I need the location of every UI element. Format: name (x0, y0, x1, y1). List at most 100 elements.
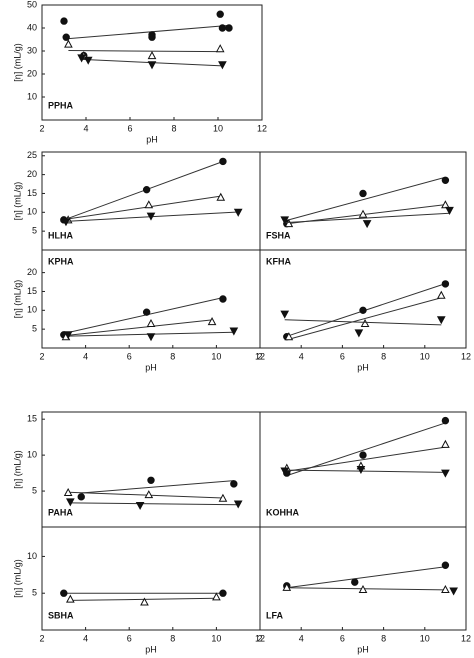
y-tick-label: 20 (27, 267, 37, 277)
marker-circle (60, 589, 68, 597)
fit-line (68, 50, 221, 53)
panel-label: HLHA (48, 230, 73, 240)
y-tick-label: 5 (32, 226, 37, 236)
marker-triangle-down (354, 329, 364, 338)
marker-triangle-down (441, 469, 450, 478)
x-tick-label: 12 (461, 351, 471, 361)
marker-circle (62, 33, 70, 41)
x-tick-label: 4 (83, 351, 88, 361)
marker-triangle (63, 487, 73, 496)
x-axis-label: pH (145, 362, 157, 372)
x-tick-label: 10 (420, 351, 430, 361)
marker-triangle-down (63, 331, 73, 340)
y-axis-label: [η] (mL/g) (12, 559, 22, 598)
marker-triangle (144, 490, 154, 499)
plot-frame (41, 4, 263, 121)
marker-triangle-down (229, 327, 239, 336)
panel-label: FSHA (266, 230, 291, 240)
marker-triangle (146, 318, 156, 327)
marker-triangle (66, 594, 75, 603)
x-tick-label: 2 (39, 123, 44, 133)
x-tick-label: 8 (170, 351, 175, 361)
fit-line (68, 491, 223, 499)
plot-frame (259, 249, 467, 349)
marker-triangle (216, 192, 226, 201)
y-tick-label: 5 (32, 324, 37, 334)
fit-line (70, 502, 239, 506)
fit-line (288, 204, 446, 224)
plot-frame (259, 526, 467, 631)
marker-triangle-down (280, 467, 290, 476)
fit-line (284, 212, 450, 224)
marker-triangle (436, 290, 446, 299)
fit-line (65, 319, 213, 336)
marker-circle (441, 176, 450, 184)
fit-line (288, 297, 442, 340)
fit-line (286, 176, 446, 221)
x-tick-label: 2 (39, 633, 44, 643)
plot-frame (41, 151, 261, 251)
marker-circle (219, 157, 227, 166)
y-tick-label: 10 (27, 91, 37, 101)
y-tick-label: 25 (27, 150, 37, 160)
x-tick-label: 6 (340, 633, 345, 643)
x-tick-label: 10 (420, 633, 430, 643)
y-tick-label: 40 (27, 22, 37, 32)
marker-circle (142, 185, 151, 194)
marker-triangle (441, 439, 450, 448)
marker-circle (148, 33, 156, 41)
x-axis-label: pH (146, 134, 158, 144)
x-tick-label: 10 (213, 123, 223, 133)
x-tick-label: 6 (127, 123, 132, 133)
marker-circle (359, 189, 367, 198)
marker-triangle (441, 200, 450, 209)
fit-line (70, 597, 217, 601)
y-tick-label: 10 (27, 305, 37, 315)
fit-line (63, 297, 224, 335)
marker-circle (60, 17, 68, 25)
y-tick-label: 10 (27, 551, 37, 561)
marker-triangle (212, 592, 221, 601)
marker-circle (147, 476, 155, 484)
marker-triangle-down (66, 498, 75, 507)
x-tick-label: 4 (299, 633, 304, 643)
x-tick-label: 8 (170, 633, 175, 643)
marker-circle (230, 480, 238, 488)
marker-triangle (441, 584, 450, 594)
marker-triangle (147, 51, 157, 60)
marker-triangle (218, 493, 228, 502)
x-tick-label: 8 (381, 633, 386, 643)
marker-triangle-down (147, 61, 157, 70)
marker-circle (77, 493, 85, 501)
marker-triangle-down (280, 310, 290, 319)
marker-circle (359, 451, 367, 459)
y-tick-label: 10 (27, 450, 37, 460)
marker-circle (441, 280, 450, 288)
marker-triangle-down (135, 501, 145, 510)
y-axis-label: [η] (mL/g) (12, 450, 22, 489)
marker-triangle-down (83, 56, 93, 65)
y-axis-label: [η] (mL/g) (12, 182, 22, 221)
x-tick-label: 2 (257, 633, 262, 643)
y-tick-label: 15 (27, 414, 37, 424)
x-axis-label: pH (357, 644, 369, 654)
marker-circle (216, 10, 224, 18)
panel-label: PPHA (48, 100, 74, 110)
y-tick-label: 10 (27, 207, 37, 217)
marker-triangle-down (146, 212, 156, 221)
marker-triangle-down (356, 466, 366, 475)
fit-line (68, 195, 221, 220)
x-tick-label: 2 (257, 351, 262, 361)
panel-label: SBHA (48, 610, 74, 620)
fit-line (286, 566, 446, 589)
marker-triangle-down (233, 208, 243, 217)
marker-triangle (360, 318, 370, 327)
x-tick-label: 4 (83, 633, 88, 643)
x-tick-label: 10 (211, 633, 221, 643)
marker-triangle-down (233, 500, 243, 509)
x-tick-label: 6 (340, 351, 345, 361)
marker-circle (225, 24, 233, 32)
marker-circle (441, 561, 450, 569)
marker-circle (218, 24, 227, 32)
